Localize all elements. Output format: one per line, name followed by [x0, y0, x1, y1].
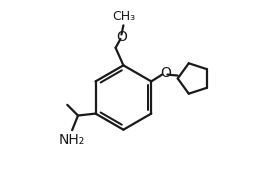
Text: NH₂: NH₂ [59, 133, 85, 147]
Text: O: O [160, 66, 171, 80]
Text: CH₃: CH₃ [112, 10, 135, 23]
Text: O: O [116, 30, 127, 44]
